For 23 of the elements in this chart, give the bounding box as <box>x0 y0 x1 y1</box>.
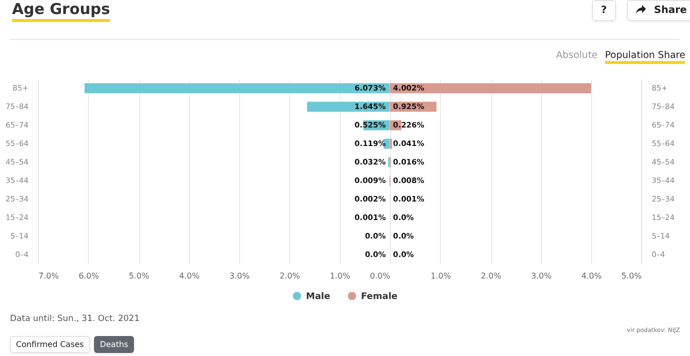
x-tick-label: 4.0% <box>581 272 602 280</box>
text: Share <box>627 0 690 21</box>
text: ? <box>592 0 616 21</box>
text: Absolute <box>556 50 598 61</box>
x-tick-label: 6.0% <box>78 272 100 280</box>
chart-title: Age Groups <box>12 0 110 22</box>
legend-label: Male <box>306 292 330 302</box>
x-tick-label: 0.0% <box>370 272 391 280</box>
x-tick-label: 5.0% <box>621 272 642 280</box>
text: Deaths <box>94 336 134 353</box>
legend-label: Female <box>361 292 398 302</box>
text: Data until: Sun., 31. Oct. 2021 <box>10 314 140 324</box>
text: Confirmed Cases <box>10 336 90 353</box>
text: Population Share <box>605 50 686 64</box>
x-tick-label: 1.0% <box>330 272 351 280</box>
x-tick-label: 3.0% <box>229 272 250 280</box>
x-tick-label: 2.0% <box>280 272 300 280</box>
x-tick-label: 4.0% <box>179 272 200 280</box>
x-tick-label: 7.0% <box>38 272 60 280</box>
x-tick-label: 3.0% <box>531 272 552 280</box>
x-tick-label: 2.0% <box>480 272 502 280</box>
x-tick-label: 1.0% <box>430 272 452 280</box>
x-tick-label: 5.0% <box>128 272 150 280</box>
